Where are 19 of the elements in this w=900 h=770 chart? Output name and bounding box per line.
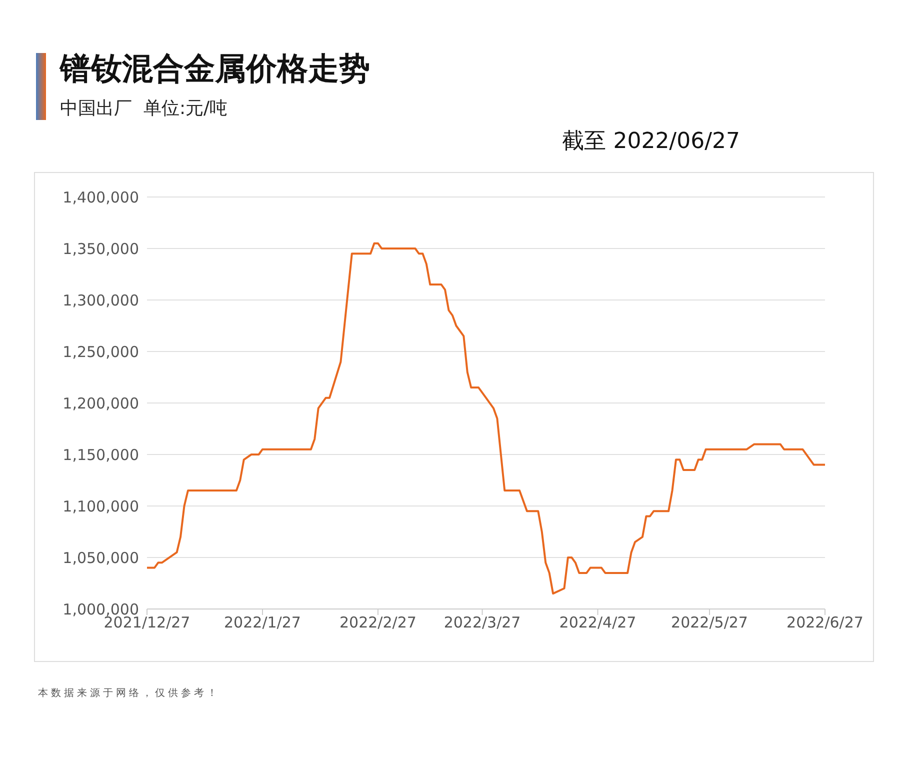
y-tick-label: 1,350,000: [62, 240, 139, 258]
y-tick-label: 1,400,000: [62, 188, 139, 206]
line-series: [147, 242, 825, 595]
y-tick-label: 1,300,000: [62, 291, 139, 310]
chart-subtitle: 中国出厂 单位:元/吨: [60, 97, 228, 120]
x-tick-label: 2022/4/27: [559, 614, 636, 632]
x-tick-label: 2022/1/27: [224, 614, 301, 632]
x-tick-label: 2022/6/27: [786, 614, 864, 632]
chart-title: 镨钕混合金属价格走势: [60, 50, 370, 89]
text: 本数据来源于网络，仅供参考！: [38, 686, 220, 700]
y-tick-label: 1,100,000: [62, 497, 139, 516]
x-tick-label: 2022/5/27: [671, 614, 748, 632]
x-tick-label: 2022/3/27: [444, 614, 521, 632]
y-tick-label: 1,050,000: [62, 548, 139, 567]
text: 截至 2022/06/27: [562, 128, 740, 156]
y-tick-label: 1,150,000: [62, 446, 139, 464]
y-tick-label: 1,250,000: [62, 342, 139, 361]
x-tick-label: 2022/2/27: [340, 614, 416, 632]
y-tick-label: 1,200,000: [62, 394, 139, 412]
